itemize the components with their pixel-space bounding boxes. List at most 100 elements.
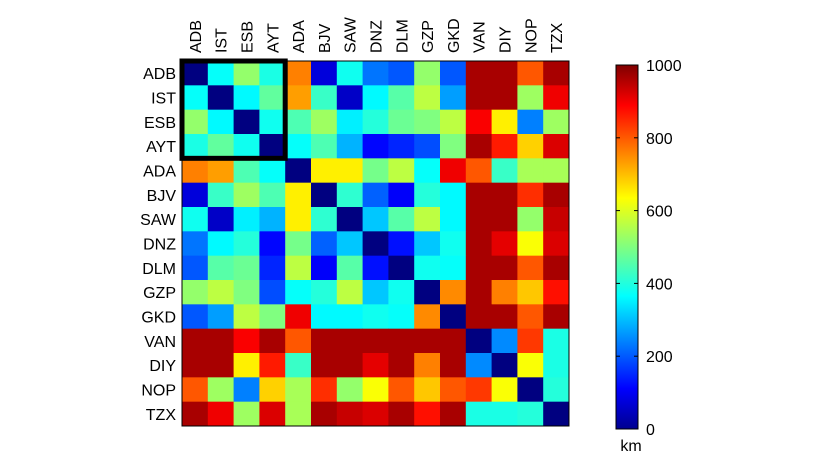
heatmap-cell-saw-nop xyxy=(517,207,544,232)
y-tick-label-esb: ESB xyxy=(144,115,176,132)
heatmap-cell-van-gzp xyxy=(414,328,441,354)
heatmap-cell-ada-gkd xyxy=(440,158,467,184)
heatmap-cell-saw-ayt xyxy=(259,207,286,232)
heatmap-cell-diy-ist xyxy=(207,353,234,378)
heatmap-cell-ada-adb xyxy=(182,158,209,184)
heatmap-cell-nop-dlm xyxy=(388,377,415,403)
heatmap-cell-tzx-bjv xyxy=(311,401,338,427)
heatmap-cell-adb-bjv xyxy=(311,61,338,86)
y-tick-label-dnz: DNZ xyxy=(143,237,176,254)
heatmap-cell-adb-dlm xyxy=(388,61,415,86)
x-tick-label-nop: NOP xyxy=(523,18,540,53)
heatmap-cell-adb-ada xyxy=(285,61,312,86)
heatmap-cell-dlm-saw xyxy=(336,255,363,281)
heatmap-cell-ada-saw xyxy=(336,158,363,184)
heatmap-cell-gzp-tzx xyxy=(543,280,570,305)
heatmap-cell-adb-ayt xyxy=(259,61,286,86)
heatmap-cell-ayt-esb xyxy=(233,134,260,159)
heatmap-cell-ayt-nop xyxy=(517,134,544,159)
heatmap-cell-saw-adb xyxy=(182,207,209,232)
heatmap-cell-saw-bjv xyxy=(311,207,338,232)
y-tick-labels: ADB IST ESB AYT ADA BJV SAW DNZ DLM GZP GKD VAN DIY N… xyxy=(140,66,177,424)
heatmap-cell-dlm-diy xyxy=(491,255,518,281)
heatmap-cell-ada-tzx xyxy=(543,158,570,184)
heatmap-cell-tzx-saw xyxy=(336,401,363,427)
x-tick-label-gkd: GKD xyxy=(446,18,463,53)
heatmap-cell-van-nop xyxy=(517,328,544,354)
heatmap-cell-esb-van xyxy=(465,109,492,135)
y-tick-label-gkd: GKD xyxy=(141,310,176,327)
heatmap-cell-dlm-gzp xyxy=(414,255,441,281)
heatmap-cell-nop-adb xyxy=(182,377,209,403)
heatmap-cell-ada-ayt xyxy=(259,158,286,184)
heatmap-cell-adb-adb xyxy=(182,61,209,86)
heatmap-cell-dnz-tzx xyxy=(543,231,570,257)
x-tick-label-saw: SAW xyxy=(343,16,360,53)
heatmap-cell-adb-dnz xyxy=(362,61,389,86)
heatmap-cell-bjv-van xyxy=(465,182,492,208)
heatmap-cell-dlm-tzx xyxy=(543,255,570,281)
heatmap-cell-diy-gkd xyxy=(440,353,467,378)
heatmap-cell-gzp-bjv xyxy=(311,280,338,305)
heatmap-cell-diy-esb xyxy=(233,353,260,378)
heatmap-cell-nop-ayt xyxy=(259,377,286,403)
heatmap-cell-esb-tzx xyxy=(543,109,570,135)
heatmap-cell-diy-ayt xyxy=(259,353,286,378)
x-tick-label-esb: ESB xyxy=(240,21,257,53)
heatmap-cell-tzx-gkd xyxy=(440,401,467,427)
heatmap-cell-bjv-nop xyxy=(517,182,544,208)
heatmap-cell-gzp-gzp xyxy=(414,280,441,305)
heatmap-cell-van-ada xyxy=(285,328,312,354)
heatmap-cell-tzx-ist xyxy=(207,401,234,427)
heatmap-cell-van-ayt xyxy=(259,328,286,354)
heatmap-cell-tzx-dlm xyxy=(388,401,415,427)
heatmap-cell-bjv-ayt xyxy=(259,182,286,208)
heatmap-cell-dlm-ayt xyxy=(259,255,286,281)
heatmap-cell-adb-diy xyxy=(491,61,518,86)
y-tick-label-saw: SAW xyxy=(140,212,177,229)
heatmap-cell-saw-diy xyxy=(491,207,518,232)
heatmap-cell-ada-van xyxy=(465,158,492,184)
heatmap-cell-dnz-saw xyxy=(336,231,363,257)
heatmap-cell-diy-dlm xyxy=(388,353,415,378)
heatmap-cell-tzx-tzx xyxy=(543,401,570,427)
heatmap-cell-diy-bjv xyxy=(311,353,338,378)
colorbar-tick-label-400: 400 xyxy=(646,276,673,293)
y-tick-label-ist: IST xyxy=(151,91,176,108)
heatmap-cell-ist-dlm xyxy=(388,85,415,111)
heatmap-cell-adb-tzx xyxy=(543,61,570,86)
heatmap-cell-dnz-bjv xyxy=(311,231,338,257)
heatmap-cell-bjv-dlm xyxy=(388,182,415,208)
heatmap-cell-adb-gzp xyxy=(414,61,441,86)
heatmap-cell-diy-diy xyxy=(491,353,518,378)
heatmap-cell-van-van xyxy=(465,328,492,354)
heatmap-cell-van-bjv xyxy=(311,328,338,354)
heatmap-cell-ayt-adb xyxy=(182,134,209,159)
y-tick-label-ayt: AYT xyxy=(146,139,176,156)
heatmap-cell-dnz-ada xyxy=(285,231,312,257)
heatmap-cell-gzp-ist xyxy=(207,280,234,305)
heatmap-cell-diy-ada xyxy=(285,353,312,378)
heatmap-cell-ayt-van xyxy=(465,134,492,159)
heatmap-cell-ayt-dlm xyxy=(388,134,415,159)
heatmap-cell-saw-gzp xyxy=(414,207,441,232)
heatmap-cell-van-diy xyxy=(491,328,518,354)
heatmap-cell-nop-tzx xyxy=(543,377,570,403)
heatmap-cell-dnz-gzp xyxy=(414,231,441,257)
heatmap-cell-van-adb xyxy=(182,328,209,354)
heatmap-cell-bjv-saw xyxy=(336,182,363,208)
heatmap-cell-gzp-nop xyxy=(517,280,544,305)
heatmap-cell-nop-bjv xyxy=(311,377,338,403)
heatmap-cell-dnz-van xyxy=(465,231,492,257)
heatmap-cell-esb-nop xyxy=(517,109,544,135)
heatmap-cell-van-dlm xyxy=(388,328,415,354)
heatmap-cell-nop-ist xyxy=(207,377,234,403)
heatmap-cell-nop-van xyxy=(465,377,492,403)
x-tick-label-van: VAN xyxy=(472,21,489,53)
heatmap-cell-tzx-dnz xyxy=(362,401,389,427)
heatmap-cell-tzx-diy xyxy=(491,401,518,427)
y-tick-label-dlm: DLM xyxy=(142,261,176,278)
heatmap-cell-gzp-ada xyxy=(285,280,312,305)
heatmap-cell-van-gkd xyxy=(440,328,467,354)
y-tick-label-adb: ADB xyxy=(143,66,176,83)
